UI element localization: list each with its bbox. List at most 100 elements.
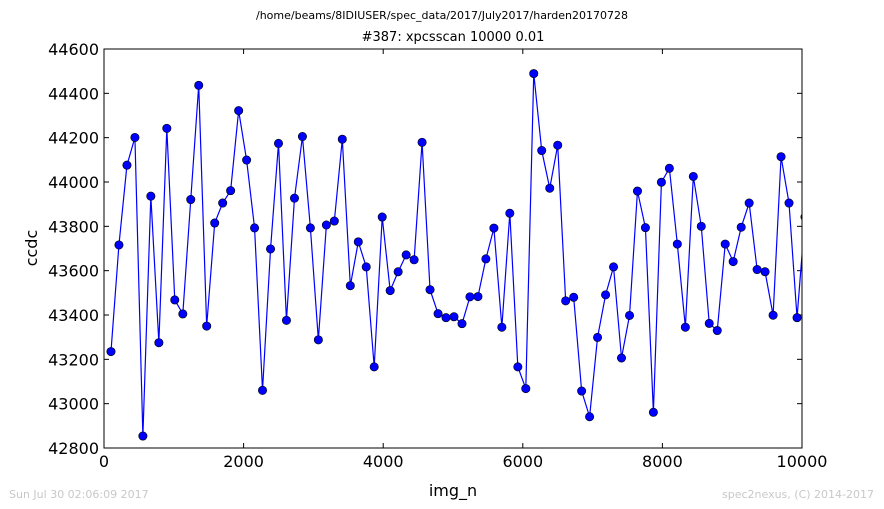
data-point (585, 412, 595, 422)
data-point (625, 310, 635, 320)
data-point (234, 106, 244, 116)
data-point (210, 218, 220, 228)
data-point (297, 132, 307, 142)
y-tick-label: 44400 (48, 84, 99, 103)
data-point (258, 385, 268, 395)
data-point (648, 407, 658, 417)
y-tick-label: 44200 (48, 129, 99, 148)
data-point (417, 137, 427, 147)
data-point (704, 318, 714, 328)
data-point (122, 160, 132, 170)
data-point (313, 335, 323, 345)
y-tick-label: 43600 (48, 262, 99, 281)
data-point (569, 292, 579, 302)
data-point (441, 313, 451, 323)
data-point (768, 310, 778, 320)
x-tick-label: 0 (99, 452, 109, 471)
data-point (226, 186, 236, 196)
data-point (609, 262, 619, 272)
data-point (561, 296, 571, 306)
data-point (577, 386, 587, 396)
data-point (186, 195, 196, 205)
data-point (305, 223, 315, 233)
data-point (321, 220, 331, 230)
y-tick-label: 44600 (48, 40, 99, 59)
data-point (720, 239, 730, 249)
data-point (130, 132, 140, 142)
data-point (784, 198, 794, 208)
data-point (680, 322, 690, 332)
data-point (385, 286, 395, 296)
data-point (601, 290, 611, 300)
data-point (760, 267, 770, 277)
data-point (505, 208, 515, 218)
data-point (632, 186, 642, 196)
data-point (170, 295, 180, 305)
data-point (545, 183, 555, 193)
footer-timestamp: Sun Jul 30 02:06:09 2017 (9, 488, 149, 501)
data-point (369, 362, 379, 372)
data-point (656, 177, 666, 187)
plot-frame (103, 48, 803, 449)
data-point (409, 255, 419, 265)
data-point (449, 312, 459, 322)
data-point (138, 431, 148, 441)
data-point (393, 267, 403, 277)
y-tick-label: 43200 (48, 350, 99, 369)
data-point (178, 309, 188, 319)
data-point (273, 138, 283, 148)
data-point (489, 223, 499, 233)
series-line (110, 73, 802, 437)
plot-title: #387: xpcsscan 10000 0.01 (361, 30, 545, 45)
data-point (736, 222, 746, 232)
data-point (521, 384, 531, 394)
data-point (162, 123, 172, 133)
data-point (202, 321, 212, 331)
y-tick-label: 42800 (48, 439, 99, 458)
y-tick-label: 43800 (48, 217, 99, 236)
data-point (513, 362, 523, 372)
data-point (401, 250, 411, 260)
y-axis-label: ccdc (22, 230, 41, 267)
data-point (537, 146, 547, 156)
data-point (250, 223, 260, 233)
data-point (433, 309, 443, 319)
data-point (593, 332, 603, 342)
data-point (289, 193, 299, 203)
data-point (696, 221, 706, 231)
data-point (744, 198, 754, 208)
x-tick-label: 8000 (642, 452, 683, 471)
data-point (497, 322, 507, 332)
x-tick-label: 2000 (223, 452, 264, 471)
y-tick-label: 43000 (48, 395, 99, 414)
data-point (465, 292, 475, 302)
data-point (154, 338, 164, 348)
y-tick-label: 43400 (48, 306, 99, 325)
data-point (473, 292, 483, 302)
data-point (361, 262, 371, 272)
data-point (728, 257, 738, 267)
data-point (688, 171, 698, 181)
data-point (281, 315, 291, 325)
data-point (146, 191, 156, 201)
y-tick-label: 44000 (48, 173, 99, 192)
data-point (353, 237, 363, 247)
data-point (616, 353, 626, 363)
x-tick-label: 6000 (502, 452, 543, 471)
data-point (425, 285, 435, 295)
data-point (712, 326, 722, 336)
x-axis-label: img_n (429, 481, 477, 501)
x-tick-label: 4000 (363, 452, 404, 471)
data-point (664, 163, 674, 173)
data-point (242, 155, 252, 165)
data-point (457, 319, 467, 329)
data-point (672, 239, 682, 249)
data-point (752, 265, 762, 275)
data-point (481, 254, 491, 264)
data-point (337, 134, 347, 144)
data-point (640, 223, 650, 233)
data-point (329, 216, 339, 226)
data-point (776, 152, 786, 162)
